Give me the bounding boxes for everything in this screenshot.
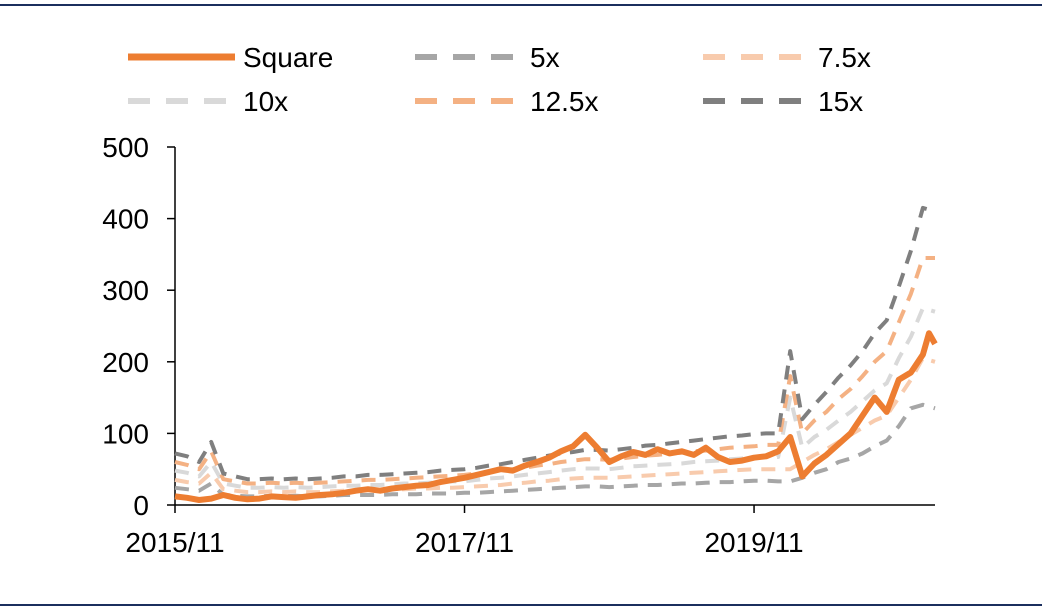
- legend-label: 5x: [530, 42, 560, 73]
- y-tick-label: 400: [102, 204, 149, 235]
- legend-label: 7.5x: [818, 42, 871, 73]
- x-tick-label: 2019/11: [704, 527, 803, 558]
- x-tick-label: 2017/11: [415, 527, 514, 558]
- series-group: [174, 205, 938, 503]
- axes: 0 100 200 300 400 500 2015/11 2017/11 2019/11: [102, 132, 935, 558]
- x-tick-label: 2015/11: [125, 527, 224, 558]
- series-line-7-5x: [174, 356, 936, 495]
- y-tick-label: 500: [102, 132, 149, 163]
- legend-label: Square: [243, 42, 333, 73]
- legend: Square 5x 7.5x 10x 12.5x 15x: [128, 42, 871, 117]
- series-line-15x: [174, 205, 936, 482]
- legend-label: 12.5x: [530, 86, 599, 117]
- legend-label: 10x: [243, 86, 288, 117]
- legend-label: 15x: [818, 86, 863, 117]
- series-line-square: [174, 330, 938, 503]
- y-tick-label: 0: [133, 490, 149, 521]
- bottom-rule: [0, 604, 1042, 606]
- top-rule: [0, 4, 1042, 6]
- series-line-5x: [174, 402, 936, 499]
- y-tick-label: 300: [102, 275, 149, 306]
- y-tick-label: 200: [102, 347, 149, 378]
- series-line-12-5x: [174, 256, 935, 486]
- y-tick-label: 100: [102, 418, 149, 449]
- series-line-10x: [174, 306, 936, 490]
